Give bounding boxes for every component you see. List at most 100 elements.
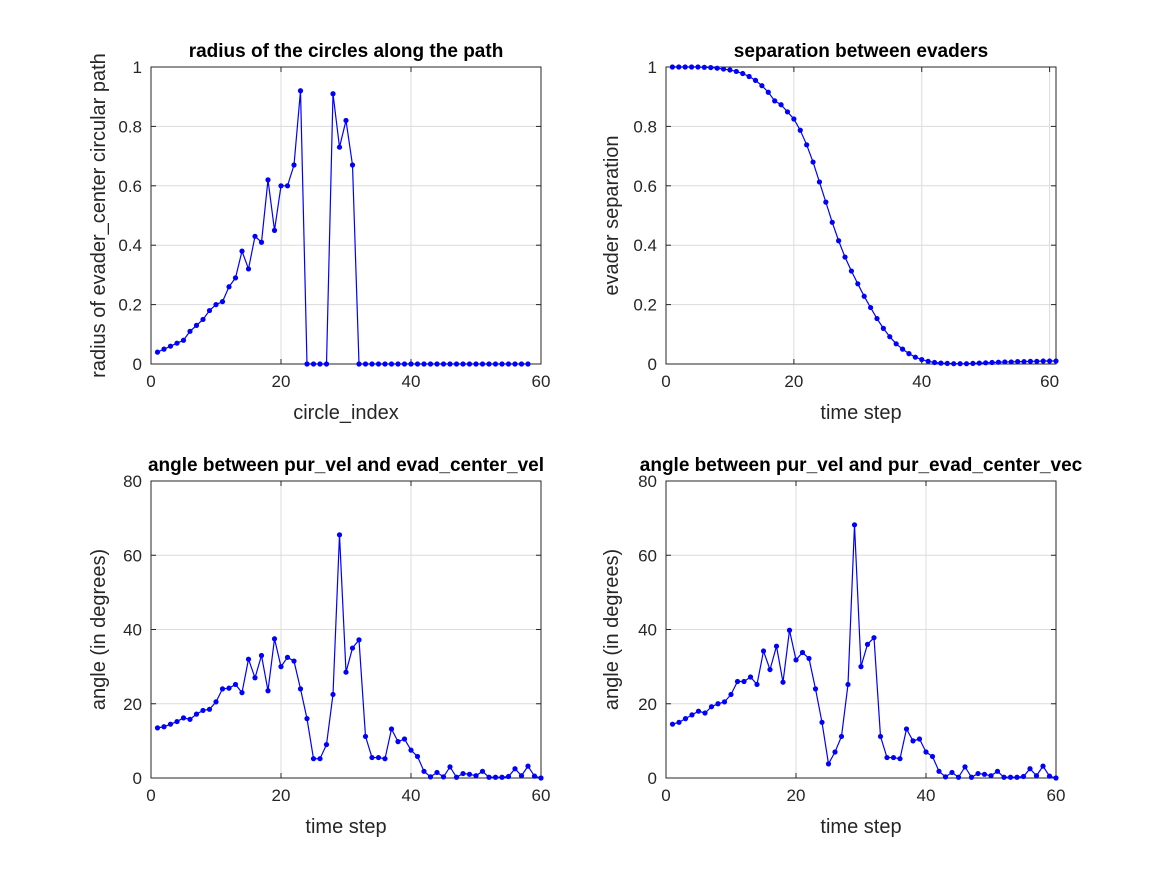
- data-point: [187, 716, 193, 722]
- data-point: [447, 361, 453, 367]
- data-point: [747, 674, 754, 680]
- data-point: [819, 719, 825, 725]
- data-point: [740, 70, 746, 77]
- data-point: [867, 304, 874, 311]
- data-point: [525, 361, 531, 367]
- data-point: [1040, 358, 1046, 364]
- data-point: [714, 65, 720, 71]
- data-point: [336, 532, 343, 538]
- data-point: [297, 88, 304, 94]
- data-point: [232, 275, 239, 281]
- data-point: [479, 768, 486, 774]
- data-point: [962, 764, 968, 770]
- data-point: [880, 325, 886, 331]
- data-point: [499, 361, 505, 367]
- x-tick-label: 40: [402, 372, 421, 391]
- data-point: [486, 774, 492, 780]
- data-point: [200, 707, 206, 714]
- data-point: [434, 361, 440, 367]
- data-point: [414, 753, 421, 760]
- data-point: [676, 64, 682, 70]
- data-point: [734, 678, 741, 685]
- data-point: [741, 678, 747, 685]
- data-point: [899, 346, 906, 352]
- data-point: [715, 701, 721, 707]
- y-tick-label: 20: [638, 695, 657, 714]
- data-point: [1002, 359, 1008, 365]
- data-point: [720, 66, 727, 72]
- data-point: [388, 361, 395, 367]
- y-axis-label: radius of evader_center circular path: [88, 53, 110, 378]
- data-point: [310, 756, 317, 762]
- y-tick-label: 80: [123, 472, 142, 491]
- y-axis-label: angle (in degrees): [601, 549, 623, 710]
- data-point: [291, 162, 297, 168]
- data-point: [682, 716, 689, 722]
- data-point: [919, 356, 925, 363]
- x-tick-label: 20: [272, 786, 291, 805]
- y-tick-label: 0.8: [118, 117, 142, 136]
- data-point: [1027, 766, 1033, 772]
- data-point: [473, 361, 479, 367]
- data-point: [486, 361, 492, 367]
- y-tick-label: 80: [638, 472, 657, 491]
- y-axis-label: angle (in degrees): [88, 549, 110, 710]
- x-tick-label: 60: [1047, 786, 1066, 805]
- data-point: [187, 328, 193, 334]
- data-point: [395, 739, 401, 745]
- data-point: [304, 361, 310, 367]
- data-point: [765, 89, 771, 95]
- data-point: [492, 361, 499, 367]
- axes-box: [665, 480, 1057, 779]
- data-point: [167, 721, 174, 727]
- data-point: [938, 360, 944, 366]
- x-tick-label: 40: [917, 786, 936, 805]
- data-point: [1015, 359, 1021, 365]
- data-point: [793, 657, 799, 663]
- data-point: [512, 766, 518, 772]
- data-point: [916, 736, 923, 742]
- data-point: [1007, 774, 1014, 780]
- data-point: [382, 361, 388, 367]
- data-point: [995, 359, 1002, 365]
- chart-title: angle between pur_vel and evad_center_ve…: [148, 455, 544, 476]
- data-point: [213, 302, 219, 308]
- data-point: [284, 654, 291, 660]
- data-point: [473, 773, 479, 779]
- data-point: [695, 708, 702, 714]
- data-point: [427, 774, 434, 780]
- y-tick-label: 20: [123, 695, 142, 714]
- data-point: [669, 721, 676, 727]
- data-point: [213, 699, 219, 705]
- data-point: [317, 756, 323, 762]
- data-point: [855, 281, 861, 287]
- data-point: [759, 83, 765, 89]
- data-point: [440, 361, 447, 367]
- data-point: [963, 361, 970, 367]
- y-tick-label: 0: [133, 769, 142, 788]
- x-axis-label: time step: [820, 402, 901, 424]
- data-point: [1047, 358, 1053, 364]
- data-point: [466, 361, 473, 367]
- data-point: [193, 711, 200, 717]
- data-point: [832, 749, 838, 755]
- data-point: [265, 177, 271, 183]
- data-point: [838, 733, 845, 740]
- data-point: [983, 360, 989, 366]
- data-point: [970, 360, 976, 367]
- data-point: [1021, 359, 1027, 365]
- subplot-2: 0 20 40 60 0 0.2 0.4 0.6 0.8 1 separation between …: [601, 41, 1059, 424]
- data-point: [180, 337, 187, 343]
- series-line: [157, 90, 528, 365]
- data-point: [989, 359, 995, 366]
- y-tick-label: 0.4: [633, 236, 657, 255]
- data-point: [265, 688, 271, 694]
- data-point: [154, 349, 161, 355]
- data-point: [773, 643, 780, 649]
- data-point: [206, 307, 213, 314]
- data-point: [887, 334, 893, 340]
- data-point: [219, 299, 226, 305]
- data-point: [271, 227, 278, 233]
- data-point: [161, 346, 167, 352]
